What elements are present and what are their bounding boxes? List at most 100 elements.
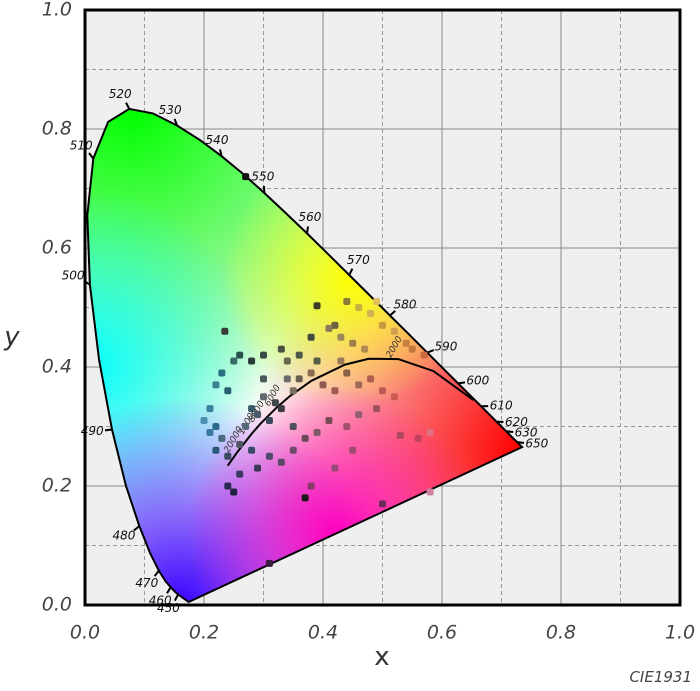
- wavelength-label: 520: [109, 87, 132, 101]
- data-point: [206, 428, 214, 436]
- wavelength-label: 530: [159, 103, 182, 117]
- data-point: [271, 399, 279, 407]
- wavelength-label: 510: [70, 138, 93, 152]
- data-point: [212, 381, 220, 389]
- wavelength-tick: [516, 440, 525, 444]
- data-point: [295, 375, 303, 383]
- data-point: [379, 500, 386, 508]
- wavelength-label: 490: [81, 424, 104, 438]
- data-point: [265, 452, 273, 460]
- data-point: [325, 324, 333, 332]
- plot-frame: [83, 8, 682, 607]
- wavelength-label: 580: [394, 298, 417, 312]
- wavelength-label: 610: [490, 399, 513, 413]
- data-point: [373, 405, 381, 413]
- data-point: [426, 488, 434, 496]
- x-tick-label: 0.2: [189, 622, 219, 644]
- data-point: [402, 339, 410, 347]
- data-point: [260, 351, 267, 359]
- data-point: [277, 458, 285, 466]
- data-point: [236, 440, 244, 448]
- data-point: [224, 482, 232, 490]
- wavelength-tick: [88, 152, 95, 160]
- data-point: [236, 470, 244, 478]
- data-point: [349, 446, 357, 454]
- data-point: [414, 434, 422, 442]
- wavelength-tick: [457, 381, 466, 385]
- wavelength-label: 550: [251, 170, 274, 184]
- wavelength-label: 620: [505, 415, 528, 429]
- data-point: [331, 387, 339, 395]
- wavelength-tick: [166, 586, 172, 594]
- data-point: [355, 304, 363, 311]
- data-point: [379, 321, 386, 329]
- wavelength-tick: [125, 102, 131, 110]
- data-point: [349, 339, 357, 347]
- wavelength-tick: [306, 226, 309, 234]
- y-tick-label: 0.6: [42, 237, 72, 259]
- wavelength-label: 500: [62, 268, 85, 282]
- data-point: [343, 423, 351, 430]
- data-point: [307, 369, 315, 377]
- wavelength-label: 570: [347, 253, 370, 267]
- x-tick-label: 0.6: [427, 622, 457, 644]
- x-tick-label: 0.0: [70, 622, 100, 644]
- y-tick-label: 0.4: [42, 356, 72, 378]
- wavelength-tick: [506, 430, 514, 433]
- footnote: CIE1931: [629, 668, 692, 686]
- data-point: [277, 405, 285, 413]
- data-point: [289, 423, 297, 430]
- wavelength-tick: [104, 428, 113, 432]
- planckian-locus: [226, 357, 474, 467]
- y-tick-label: 1.0: [42, 0, 72, 21]
- y-tick-label: 0.8: [42, 118, 72, 140]
- data-point: [212, 446, 220, 454]
- data-point: [313, 357, 321, 365]
- data-point: [331, 321, 339, 329]
- data-point: [260, 393, 267, 401]
- wavelength-tick: [426, 349, 435, 354]
- wavelength-label: 470: [135, 576, 158, 590]
- x-tick-label: 0.4: [308, 622, 338, 644]
- data-point: [289, 446, 297, 454]
- data-point: [426, 428, 434, 436]
- data-point: [355, 411, 363, 419]
- data-point: [325, 417, 333, 425]
- data-point: [230, 357, 238, 365]
- y-axis-label: y: [3, 322, 20, 352]
- data-point: [420, 351, 428, 359]
- wavelength-label: 540: [206, 133, 229, 147]
- wavelength-tick: [219, 149, 223, 157]
- data-point: [212, 423, 220, 430]
- data-point: [224, 387, 232, 395]
- data-point: [367, 375, 375, 383]
- data-point: [218, 369, 226, 377]
- data-point: [343, 369, 351, 377]
- data-point: [277, 345, 285, 353]
- data-point: [390, 327, 398, 335]
- data-point: [307, 482, 315, 490]
- y-tick-label: 0.0: [42, 594, 72, 616]
- spectral-locus: [86, 107, 524, 604]
- wavelength-tick: [173, 118, 178, 126]
- data-point: [289, 387, 297, 395]
- data-point: [248, 357, 256, 365]
- y-tick-label: 0.2: [42, 475, 72, 497]
- data-point: [283, 357, 291, 365]
- data-point: [218, 434, 226, 442]
- data-point: [373, 298, 381, 306]
- wavelength-tick: [262, 186, 266, 194]
- data-point: [295, 351, 303, 359]
- data-point: [396, 431, 404, 439]
- wavelength-label: 480: [112, 529, 135, 543]
- wavelength-label: 600: [466, 374, 489, 388]
- data-point: [313, 302, 321, 310]
- x-tick-label: 0.8: [546, 622, 576, 644]
- data-point: [337, 357, 345, 365]
- wavelength-tick: [153, 570, 160, 577]
- data-point: [379, 387, 386, 395]
- data-point: [361, 345, 369, 353]
- data-point: [206, 405, 214, 413]
